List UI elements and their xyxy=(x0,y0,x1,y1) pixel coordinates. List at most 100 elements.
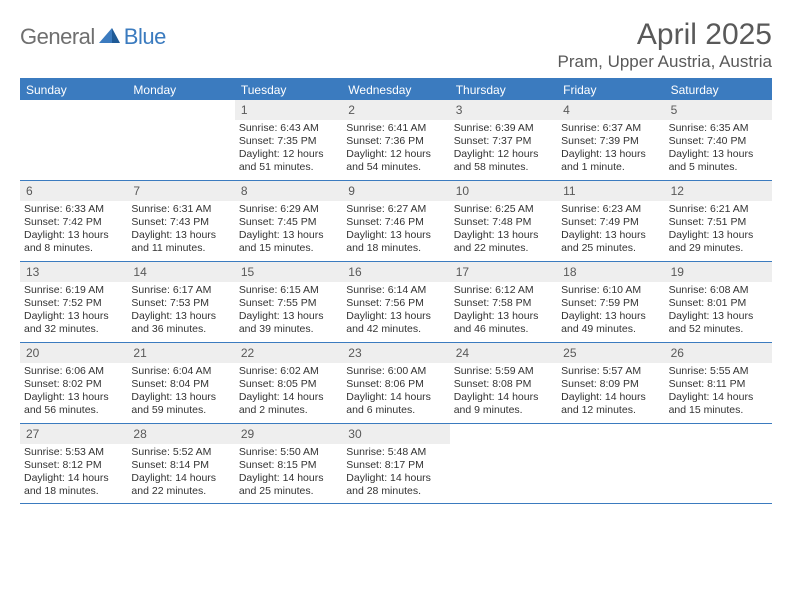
sunset-text: Sunset: 7:48 PM xyxy=(454,216,553,229)
brand-part1: General xyxy=(20,24,95,50)
daynum-row: 17 xyxy=(450,262,557,282)
day-number: 20 xyxy=(26,346,39,360)
day-cell: 26Sunrise: 5:55 AMSunset: 8:11 PMDayligh… xyxy=(665,343,772,423)
daynum-row: 14 xyxy=(127,262,234,282)
sunset-text: Sunset: 7:43 PM xyxy=(131,216,230,229)
daylight-text: Daylight: 13 hours and 36 minutes. xyxy=(131,310,230,336)
sunset-text: Sunset: 8:11 PM xyxy=(669,378,768,391)
page-header: General Blue April 2025 Pram, Upper Aust… xyxy=(20,18,772,72)
dayhead-wed: Wednesday xyxy=(342,80,449,100)
daylight-text: Daylight: 14 hours and 2 minutes. xyxy=(239,391,338,417)
daynum-row: 13 xyxy=(20,262,127,282)
sunset-text: Sunset: 8:09 PM xyxy=(561,378,660,391)
sunrise-text: Sunrise: 5:50 AM xyxy=(239,446,338,459)
daylight-text: Daylight: 13 hours and 22 minutes. xyxy=(454,229,553,255)
daylight-text: Daylight: 14 hours and 22 minutes. xyxy=(131,472,230,498)
sunrise-text: Sunrise: 6:00 AM xyxy=(346,365,445,378)
day-number: 25 xyxy=(563,346,576,360)
day-number: 14 xyxy=(133,265,146,279)
day-number: 11 xyxy=(563,184,575,198)
daynum-row: 8 xyxy=(235,181,342,201)
daylight-text: Daylight: 14 hours and 28 minutes. xyxy=(346,472,445,498)
sunset-text: Sunset: 8:14 PM xyxy=(131,459,230,472)
daynum-row: 27 xyxy=(20,424,127,444)
day-number: 23 xyxy=(348,346,361,360)
daynum-row: 4 xyxy=(557,100,664,120)
sunrise-text: Sunrise: 6:31 AM xyxy=(131,203,230,216)
day-number: 29 xyxy=(241,427,254,441)
daynum-row: 9 xyxy=(342,181,449,201)
day-cell: 9Sunrise: 6:27 AMSunset: 7:46 PMDaylight… xyxy=(342,181,449,261)
daylight-text: Daylight: 13 hours and 1 minute. xyxy=(561,148,660,174)
daylight-text: Daylight: 12 hours and 51 minutes. xyxy=(239,148,338,174)
sunrise-text: Sunrise: 6:19 AM xyxy=(24,284,123,297)
daylight-text: Daylight: 14 hours and 9 minutes. xyxy=(454,391,553,417)
day-cell: 4Sunrise: 6:37 AMSunset: 7:39 PMDaylight… xyxy=(557,100,664,180)
daylight-text: Daylight: 14 hours and 12 minutes. xyxy=(561,391,660,417)
sunset-text: Sunset: 7:52 PM xyxy=(24,297,123,310)
daynum-row: 29 xyxy=(235,424,342,444)
sunset-text: Sunset: 8:02 PM xyxy=(24,378,123,391)
day-cell: 24Sunrise: 5:59 AMSunset: 8:08 PMDayligh… xyxy=(450,343,557,423)
sunset-text: Sunset: 8:17 PM xyxy=(346,459,445,472)
daynum-row: 10 xyxy=(450,181,557,201)
daylight-text: Daylight: 13 hours and 46 minutes. xyxy=(454,310,553,336)
day-number: 28 xyxy=(133,427,146,441)
sunrise-text: Sunrise: 5:52 AM xyxy=(131,446,230,459)
day-number: 27 xyxy=(26,427,39,441)
week-row: 20Sunrise: 6:06 AMSunset: 8:02 PMDayligh… xyxy=(20,343,772,424)
day-number: 12 xyxy=(671,184,684,198)
daylight-text: Daylight: 13 hours and 15 minutes. xyxy=(239,229,338,255)
sunrise-text: Sunrise: 6:14 AM xyxy=(346,284,445,297)
daylight-text: Daylight: 13 hours and 18 minutes. xyxy=(346,229,445,255)
sunrise-text: Sunrise: 5:59 AM xyxy=(454,365,553,378)
day-cell: 19Sunrise: 6:08 AMSunset: 8:01 PMDayligh… xyxy=(665,262,772,342)
sunrise-text: Sunrise: 6:37 AM xyxy=(561,122,660,135)
day-number: 21 xyxy=(133,346,146,360)
daynum-row: 21 xyxy=(127,343,234,363)
daylight-text: Daylight: 13 hours and 39 minutes. xyxy=(239,310,338,336)
day-number: 5 xyxy=(671,103,678,117)
sunrise-text: Sunrise: 6:17 AM xyxy=(131,284,230,297)
day-cell: 1Sunrise: 6:43 AMSunset: 7:35 PMDaylight… xyxy=(235,100,342,180)
sunset-text: Sunset: 7:59 PM xyxy=(561,297,660,310)
daynum-row: 15 xyxy=(235,262,342,282)
day-cell: 22Sunrise: 6:02 AMSunset: 8:05 PMDayligh… xyxy=(235,343,342,423)
daylight-text: Daylight: 13 hours and 5 minutes. xyxy=(669,148,768,174)
day-cell xyxy=(665,424,772,503)
day-number: 1 xyxy=(241,103,248,117)
daylight-text: Daylight: 13 hours and 52 minutes. xyxy=(669,310,768,336)
day-number: 3 xyxy=(456,103,463,117)
sunset-text: Sunset: 8:15 PM xyxy=(239,459,338,472)
daynum-row: 30 xyxy=(342,424,449,444)
day-cell: 8Sunrise: 6:29 AMSunset: 7:45 PMDaylight… xyxy=(235,181,342,261)
day-cell: 29Sunrise: 5:50 AMSunset: 8:15 PMDayligh… xyxy=(235,424,342,503)
day-number: 4 xyxy=(563,103,570,117)
day-cell: 7Sunrise: 6:31 AMSunset: 7:43 PMDaylight… xyxy=(127,181,234,261)
day-cell: 17Sunrise: 6:12 AMSunset: 7:58 PMDayligh… xyxy=(450,262,557,342)
daynum-row: 11 xyxy=(557,181,664,201)
day-number: 26 xyxy=(671,346,684,360)
day-cell: 18Sunrise: 6:10 AMSunset: 7:59 PMDayligh… xyxy=(557,262,664,342)
sunrise-text: Sunrise: 5:57 AM xyxy=(561,365,660,378)
daynum-row: 26 xyxy=(665,343,772,363)
weeks-container: 1Sunrise: 6:43 AMSunset: 7:35 PMDaylight… xyxy=(20,100,772,504)
sunset-text: Sunset: 7:35 PM xyxy=(239,135,338,148)
day-cell: 2Sunrise: 6:41 AMSunset: 7:36 PMDaylight… xyxy=(342,100,449,180)
sunrise-text: Sunrise: 6:27 AM xyxy=(346,203,445,216)
day-cell: 30Sunrise: 5:48 AMSunset: 8:17 PMDayligh… xyxy=(342,424,449,503)
sunrise-text: Sunrise: 5:53 AM xyxy=(24,446,123,459)
daylight-text: Daylight: 13 hours and 42 minutes. xyxy=(346,310,445,336)
daylight-text: Daylight: 13 hours and 59 minutes. xyxy=(131,391,230,417)
day-number: 8 xyxy=(241,184,248,198)
brand-triangle-icon xyxy=(99,26,121,49)
day-cell: 27Sunrise: 5:53 AMSunset: 8:12 PMDayligh… xyxy=(20,424,127,503)
sunset-text: Sunset: 7:56 PM xyxy=(346,297,445,310)
sunset-text: Sunset: 7:55 PM xyxy=(239,297,338,310)
week-row: 27Sunrise: 5:53 AMSunset: 8:12 PMDayligh… xyxy=(20,424,772,504)
daylight-text: Daylight: 13 hours and 32 minutes. xyxy=(24,310,123,336)
day-number: 24 xyxy=(456,346,469,360)
day-cell: 28 Sunrise: 5:52 AMSunset: 8:14 PMDayligh… xyxy=(127,424,234,503)
sunset-text: Sunset: 8:06 PM xyxy=(346,378,445,391)
day-number: 6 xyxy=(26,184,33,198)
